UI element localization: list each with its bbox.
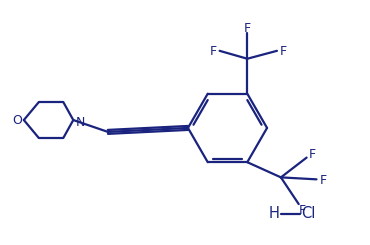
Text: F: F xyxy=(299,205,306,218)
Text: Cl: Cl xyxy=(302,207,316,221)
Text: F: F xyxy=(244,22,251,35)
Text: F: F xyxy=(210,45,217,58)
Text: F: F xyxy=(309,148,316,161)
Text: N: N xyxy=(75,115,85,129)
Text: F: F xyxy=(279,45,286,58)
Text: H: H xyxy=(269,207,279,221)
Text: F: F xyxy=(320,174,327,187)
Text: O: O xyxy=(12,113,22,126)
